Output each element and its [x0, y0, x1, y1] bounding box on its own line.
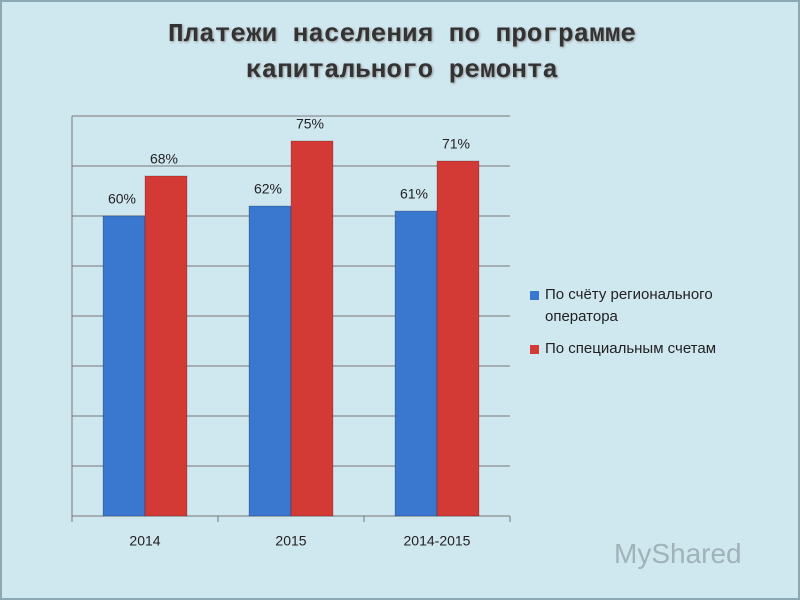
value-label: 62% [254, 181, 282, 197]
bar [102, 215, 146, 517]
legend-swatch [530, 291, 539, 300]
value-label: 75% [296, 116, 324, 132]
chart-title: Платежи населения по программе капитальн… [167, 19, 637, 85]
legend-item: По счёту регионального оператора [530, 284, 770, 328]
watermark: MyShared [614, 538, 742, 569]
legend-item: По специальным счетам [530, 338, 770, 360]
value-label: 61% [400, 186, 428, 202]
value-label: 60% [108, 191, 136, 207]
x-tick-label: 2014-2015 [404, 533, 471, 549]
bar [144, 175, 188, 517]
x-tick-label: 2014 [129, 533, 160, 549]
legend: По счёту регионального оператора По специ… [530, 284, 770, 370]
x-tick-label: 2015 [275, 533, 306, 549]
bar [394, 210, 438, 517]
bar [436, 160, 480, 517]
bar [290, 140, 334, 517]
value-label: 71% [442, 136, 470, 152]
legend-label: По специальным счетам [545, 340, 717, 357]
legend-label: По счёту регионального оператора [545, 286, 713, 325]
value-label: 68% [150, 151, 178, 167]
legend-swatch [530, 345, 539, 354]
bar [248, 205, 292, 517]
